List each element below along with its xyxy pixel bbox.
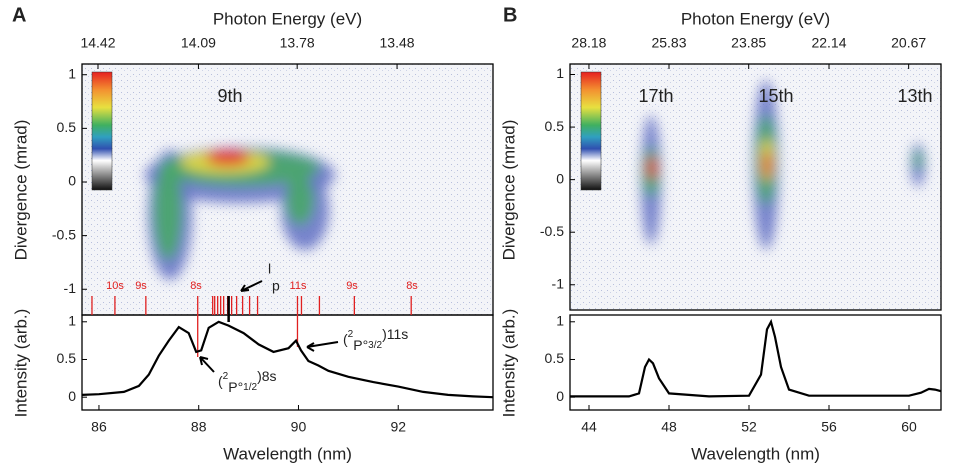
panel-letter: A (12, 4, 26, 26)
image-frame (569, 63, 942, 311)
x-axis-title: Wavelength (nm) (223, 444, 352, 463)
colorbar (91, 71, 113, 191)
annotation-part: P° (228, 379, 243, 395)
heatmap-blob (763, 151, 771, 179)
y-tick-label: 1 (68, 65, 76, 81)
y-tick-label: 0 (68, 173, 76, 189)
y-tick-label: -0.5 (540, 223, 564, 239)
y-tick-label: 0.5 (57, 350, 77, 366)
annotation-part: 2 (348, 329, 354, 340)
y-axis-title: Divergence (mrad) (499, 120, 518, 261)
top-axis-title: Photon Energy (eV) (681, 9, 830, 28)
annotation-part: 2 (223, 371, 229, 382)
lineout-frame (569, 314, 942, 411)
y-tick-label: 1 (556, 65, 564, 81)
top-tick-label: 28.18 (571, 35, 606, 51)
x-tick-label: 56 (821, 419, 837, 435)
annotation: (2P°1/2)8s (218, 368, 277, 395)
harmonic-label: 9th (217, 86, 242, 106)
heatmap-blob (914, 150, 922, 170)
top-tick-label: 23.85 (731, 35, 766, 51)
top-tick-label: 14.09 (181, 35, 216, 51)
spectral-line-label: 9s (135, 280, 147, 292)
y-tick-label: 1 (68, 312, 76, 328)
heatmap-blob (286, 175, 314, 225)
top-axis-title: Photon Energy (eV) (213, 9, 362, 28)
x-axis-title: Wavelength (nm) (691, 444, 820, 463)
colorbar (580, 71, 602, 191)
spectral-line-label: 8s (406, 280, 418, 292)
annotation-part: 3/2 (368, 340, 382, 351)
top-tick-label: 25.83 (651, 35, 686, 51)
spectral-line-label: 10s (106, 280, 124, 292)
top-tick-label: 13.78 (280, 35, 315, 51)
y-tick-label: -1 (552, 275, 565, 291)
arrow (306, 341, 339, 352)
y-tick-label: 0.5 (57, 119, 77, 135)
spectral-line-label: 11s (290, 280, 307, 292)
heatmap-blob (647, 156, 657, 180)
marker-label: p (272, 278, 280, 294)
marker-label: l (268, 261, 271, 277)
top-tick-label: 22.14 (811, 35, 846, 51)
y-tick-label: 0.5 (545, 118, 565, 134)
y-tick-label: 1 (556, 312, 564, 328)
x-tick-label: 44 (581, 419, 597, 435)
x-tick-label: 52 (741, 419, 757, 435)
y-tick-label: 0 (556, 388, 564, 404)
x-tick-label: 48 (661, 419, 677, 435)
x-tick-label: 86 (91, 419, 107, 435)
heatmap (641, 80, 925, 250)
lineout (570, 318, 942, 398)
harmonic-label: 13th (897, 86, 932, 106)
lineout (81, 320, 494, 399)
lineout-frame (81, 314, 494, 411)
heatmap-blob (154, 160, 182, 260)
annotation-part: ( (343, 331, 348, 347)
y-axis-title: Intensity (arb.) (499, 309, 518, 418)
y-tick-label: -1 (64, 280, 77, 296)
harmonic-label: 15th (758, 86, 793, 106)
x-tick-label: 90 (291, 419, 307, 435)
annotation-part: 1/2 (243, 382, 257, 393)
annotation-part: ( (218, 373, 223, 389)
y-tick-label: 0 (68, 388, 76, 404)
y-tick-label: -0.5 (52, 226, 76, 242)
annotation-part: P° (353, 337, 368, 353)
spectral-line-label: 9s (346, 280, 358, 292)
top-tick-label: 20.67 (891, 35, 926, 51)
annotation-part: )8s (257, 368, 276, 384)
y-tick-label: 0.5 (545, 350, 565, 366)
y-tick-label: 0 (556, 170, 564, 186)
y-axis-title: Intensity (arb.) (11, 309, 30, 418)
heatmap-blob (206, 150, 250, 166)
annotation-part: )11s (382, 326, 408, 342)
x-tick-label: 92 (390, 419, 406, 435)
spectral-line-label: 8s (190, 280, 202, 292)
arrow (240, 280, 263, 292)
annotation: (2P°3/2)11s (343, 326, 408, 353)
y-axis-title: Divergence (mrad) (11, 120, 30, 261)
x-tick-label: 60 (901, 419, 917, 435)
top-tick-label: 14.42 (80, 35, 115, 51)
panel-letter: B (503, 4, 517, 26)
heatmap (145, 147, 335, 280)
harmonic-label: 17th (638, 86, 673, 106)
arrow (199, 356, 215, 373)
top-tick-label: 13.48 (380, 35, 415, 51)
x-tick-label: 88 (191, 419, 207, 435)
